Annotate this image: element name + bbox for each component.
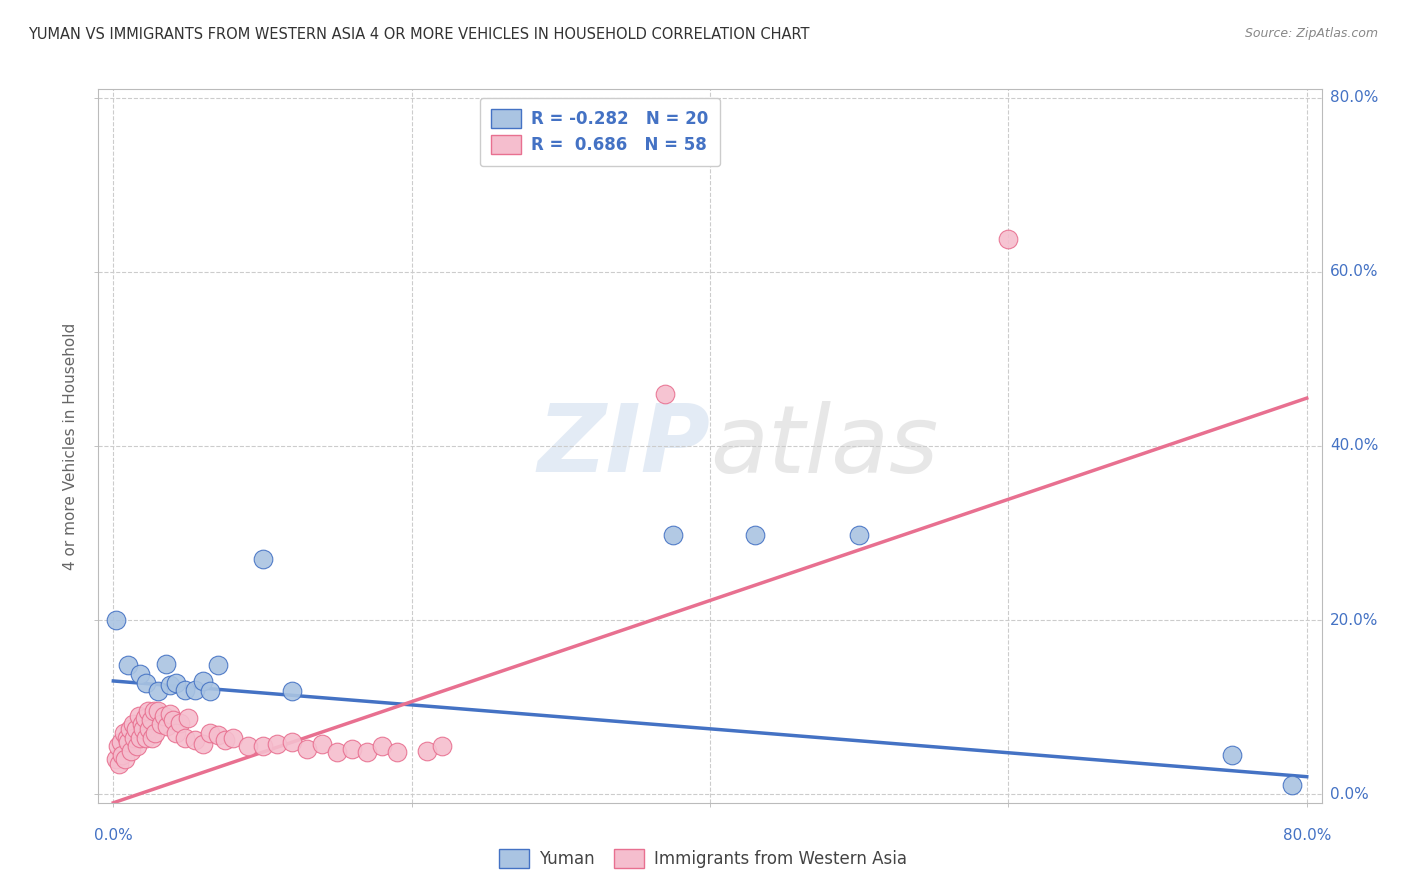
Point	[252, 739, 274, 754]
Point	[153, 708, 176, 723]
Point	[200, 684, 222, 698]
Point	[117, 658, 139, 673]
Text: atlas: atlas	[710, 401, 938, 491]
Point	[107, 739, 129, 754]
Point	[150, 717, 173, 731]
Point	[121, 717, 143, 731]
Point	[146, 684, 169, 698]
Point	[159, 706, 181, 721]
Point	[139, 713, 162, 727]
Point	[108, 756, 131, 771]
Y-axis label: 4 or more Vehicles in Household: 4 or more Vehicles in Household	[63, 322, 79, 570]
Point	[340, 742, 363, 756]
Point	[141, 731, 163, 745]
Point	[117, 735, 139, 749]
Text: 0.0%: 0.0%	[1330, 787, 1368, 802]
Point	[134, 710, 156, 724]
Point	[105, 613, 128, 627]
Point	[136, 705, 159, 719]
Point	[1220, 747, 1243, 762]
Point	[661, 528, 683, 542]
Point	[207, 658, 229, 673]
Point	[236, 739, 259, 754]
Text: YUMAN VS IMMIGRANTS FROM WESTERN ASIA 4 OR MORE VEHICLES IN HOUSEHOLD CORRELATIO: YUMAN VS IMMIGRANTS FROM WESTERN ASIA 4 …	[28, 27, 810, 42]
Text: 0.0%: 0.0%	[94, 828, 132, 843]
Point	[112, 726, 135, 740]
Point	[165, 726, 187, 740]
Point	[281, 735, 304, 749]
Point	[142, 705, 165, 719]
Point	[654, 386, 676, 401]
Point	[165, 675, 187, 690]
Text: Source: ZipAtlas.com: Source: ZipAtlas.com	[1244, 27, 1378, 40]
Point	[297, 742, 319, 756]
Point	[135, 731, 157, 745]
Point	[371, 739, 394, 754]
Point	[162, 713, 184, 727]
Point	[177, 710, 200, 724]
Text: 60.0%: 60.0%	[1330, 264, 1378, 279]
Point	[114, 752, 136, 766]
Point	[191, 737, 214, 751]
Point	[115, 731, 138, 745]
Point	[326, 745, 349, 759]
Text: 40.0%: 40.0%	[1330, 439, 1378, 453]
Text: 20.0%: 20.0%	[1330, 613, 1378, 628]
Point	[110, 735, 132, 749]
Point	[159, 678, 181, 692]
Point	[207, 728, 229, 742]
Legend: R = -0.282   N = 20, R =  0.686   N = 58: R = -0.282 N = 20, R = 0.686 N = 58	[479, 97, 720, 166]
Point	[356, 745, 378, 759]
Point	[221, 731, 243, 745]
Point	[744, 528, 766, 542]
Point	[138, 722, 160, 736]
Point	[997, 232, 1019, 246]
Point	[848, 528, 870, 542]
Point	[430, 739, 453, 754]
Text: ZIP: ZIP	[537, 400, 710, 492]
Point	[132, 722, 155, 736]
Point	[128, 708, 150, 723]
Point	[311, 737, 333, 751]
Point	[118, 722, 141, 736]
Point	[281, 684, 304, 698]
Text: 80.0%: 80.0%	[1282, 828, 1331, 843]
Text: 80.0%: 80.0%	[1330, 90, 1378, 105]
Point	[129, 731, 152, 745]
Point	[200, 726, 222, 740]
Point	[122, 731, 145, 745]
Point	[266, 737, 288, 751]
Point	[143, 726, 166, 740]
Point	[184, 682, 207, 697]
Point	[129, 667, 152, 681]
Point	[191, 673, 214, 688]
Point	[174, 731, 197, 745]
Point	[1281, 778, 1303, 792]
Point	[174, 682, 197, 697]
Point	[415, 743, 437, 757]
Point	[111, 747, 134, 762]
Point	[135, 675, 157, 690]
Point	[120, 743, 142, 757]
Point	[155, 657, 177, 671]
Point	[214, 733, 236, 747]
Point	[125, 722, 148, 736]
Point	[105, 752, 128, 766]
Point	[146, 705, 169, 719]
Point	[252, 552, 274, 566]
Legend: Yuman, Immigrants from Western Asia: Yuman, Immigrants from Western Asia	[492, 842, 914, 875]
Point	[131, 717, 153, 731]
Point	[156, 719, 179, 733]
Point	[385, 745, 408, 759]
Point	[184, 733, 207, 747]
Point	[127, 739, 149, 754]
Point	[169, 715, 191, 730]
